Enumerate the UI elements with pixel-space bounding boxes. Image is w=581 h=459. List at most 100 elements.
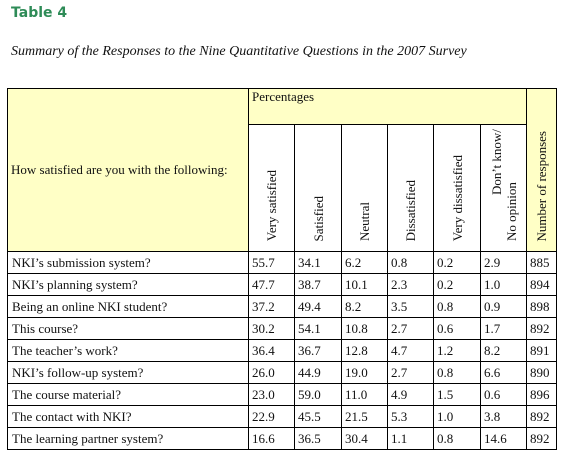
response-count-cell: 892 — [526, 317, 557, 340]
percent-cell: 36.4 — [248, 339, 295, 362]
percent-cell: 10.8 — [341, 317, 388, 340]
table-row: This course? 30.2 54.1 10.8 2.7 0.6 1.7 892 — [7, 317, 557, 340]
percent-cell: 0.8 — [433, 361, 481, 384]
percent-cell: 12.8 — [341, 339, 388, 362]
table-label: Table 4 — [11, 5, 68, 21]
table-body: NKI’s submission system? 55.7 34.1 6.2 0.8 0.… — [7, 251, 557, 450]
percent-cell: 0.8 — [433, 295, 481, 318]
percent-cell: 0.9 — [480, 295, 527, 318]
row-label: NKI’s planning system? — [7, 273, 249, 296]
col-very-dissatisfied: Very dissatisfied — [433, 124, 481, 252]
percent-cell: 59.0 — [294, 383, 342, 406]
table-row: NKI’s planning system? 47.7 38.7 10.1 2.3 0.2… — [7, 273, 557, 296]
col-label: Neutral — [357, 202, 372, 241]
table-row: The course material? 23.0 59.0 11.0 4.9 1.5 0.… — [7, 383, 557, 406]
row-label: NKI’s follow-up system? — [7, 361, 249, 384]
percent-cell: 8.2 — [341, 295, 388, 318]
percent-cell: 6.6 — [480, 361, 527, 384]
percent-cell: 36.7 — [294, 339, 342, 362]
col-label: Satisfied — [310, 195, 326, 242]
percent-cell: 1.2 — [433, 339, 481, 362]
col-label: Dissatisfied — [403, 179, 418, 241]
responses-header: Number of responses — [526, 88, 557, 252]
percent-cell: 14.6 — [480, 427, 527, 450]
percent-cell: 30.2 — [248, 317, 295, 340]
percent-cell: 3.5 — [387, 295, 434, 318]
percent-cell: 47.7 — [248, 273, 295, 296]
response-count-cell: 894 — [526, 273, 557, 296]
col-dont-know: Don’t know/No opinion — [480, 124, 527, 252]
percent-cell: 1.0 — [480, 273, 527, 296]
percent-cell: 1.0 — [433, 405, 481, 428]
table-row: The learning partner system? 16.6 36.5 30.4… — [7, 427, 557, 450]
response-count-cell: 890 — [526, 361, 557, 384]
col-label-line1: Don’t know/ — [488, 129, 504, 195]
percent-cell: 19.0 — [341, 361, 388, 384]
percent-cell: 0.2 — [433, 251, 481, 274]
percentages-header: Percentages — [248, 88, 527, 125]
response-count-cell: 892 — [526, 405, 557, 428]
response-count-cell: 885 — [526, 251, 557, 274]
row-label: Being an online NKI student? — [7, 295, 249, 318]
col-dissatisfied: Dissatisfied — [387, 124, 434, 252]
percent-cell: 49.4 — [294, 295, 342, 318]
response-count-cell: 898 — [526, 295, 557, 318]
percent-cell: 21.5 — [341, 405, 388, 428]
response-count-cell: 891 — [526, 339, 557, 362]
table-row: The contact with NKI? 22.9 45.5 21.5 5.3 1.0 3… — [7, 405, 557, 428]
percent-cell: 0.6 — [433, 317, 481, 340]
row-label: NKI’s submission system? — [7, 251, 249, 274]
percent-cell: 30.4 — [341, 427, 388, 450]
percent-cell: 54.1 — [294, 317, 342, 340]
row-label: This course? — [7, 317, 249, 340]
percent-cell: 44.9 — [294, 361, 342, 384]
row-label: The teacher’s work? — [7, 339, 249, 362]
percent-cell: 0.2 — [433, 273, 481, 296]
row-label: The course material? — [7, 383, 249, 406]
percent-cell: 34.1 — [294, 251, 342, 274]
col-label: Very dissatisfied — [449, 154, 465, 241]
response-count-cell: 892 — [526, 427, 557, 450]
row-label: The contact with NKI? — [7, 405, 249, 428]
percent-cell: 55.7 — [248, 251, 295, 274]
row-label: The learning partner system? — [7, 427, 249, 450]
col-label: Don’t know/No opinion — [489, 129, 519, 241]
table-row: NKI’s submission system? 55.7 34.1 6.2 0.8 0.… — [7, 251, 557, 274]
percent-cell: 1.7 — [480, 317, 527, 340]
col-satisfied: Satisfied — [294, 124, 342, 252]
percent-cell: 5.3 — [387, 405, 434, 428]
percent-cell: 22.9 — [248, 405, 295, 428]
responses-header-label: Number of responses — [534, 130, 549, 241]
percent-cell: 3.8 — [480, 405, 527, 428]
percent-cell: 23.0 — [248, 383, 295, 406]
percent-cell: 0.6 — [480, 383, 527, 406]
percent-cell: 6.2 — [341, 251, 388, 274]
col-neutral: Neutral — [341, 124, 388, 252]
table-caption: Summary of the Responses to the Nine Qua… — [11, 44, 467, 59]
response-count-cell: 896 — [526, 383, 557, 406]
percent-cell: 16.6 — [248, 427, 295, 450]
percent-cell: 2.9 — [480, 251, 527, 274]
percent-cell: 38.7 — [294, 273, 342, 296]
percent-cell: 4.7 — [387, 339, 434, 362]
percent-cell: 4.9 — [387, 383, 434, 406]
percent-cell: 0.8 — [387, 251, 434, 274]
percent-cell: 45.5 — [294, 405, 342, 428]
percent-cell: 1.1 — [387, 427, 434, 450]
percent-cell: 26.0 — [248, 361, 295, 384]
percent-cell: 36.5 — [294, 427, 342, 450]
percent-cell: 2.7 — [387, 361, 434, 384]
percent-cell: 10.1 — [341, 273, 388, 296]
percent-cell: 37.2 — [248, 295, 295, 318]
survey-table: How satisfied are you with the following… — [7, 88, 557, 450]
percent-cell: 2.7 — [387, 317, 434, 340]
table-row: Being an online NKI student? 37.2 49.4 8.2 3… — [7, 295, 557, 318]
col-very-satisfied: Very satisfied — [248, 124, 295, 252]
table-row: NKI’s follow-up system? 26.0 44.9 19.0 2.7 0.… — [7, 361, 557, 384]
percent-cell: 0.8 — [433, 427, 481, 450]
percent-cell: 2.3 — [387, 273, 434, 296]
question-header: How satisfied are you with the following… — [7, 88, 249, 252]
table-row: The teacher’s work? 36.4 36.7 12.8 4.7 1.2 8.2… — [7, 339, 557, 362]
percent-cell: 8.2 — [480, 339, 527, 362]
percent-cell: 11.0 — [341, 383, 388, 406]
